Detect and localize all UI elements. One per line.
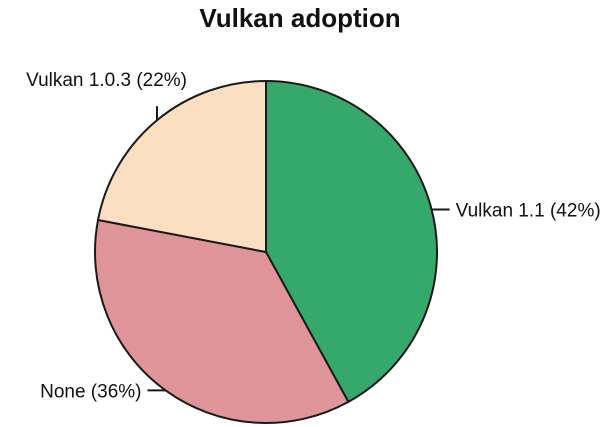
slice-label-vulkan-1-0-3: Vulkan 1.0.3 (22%) [26,70,187,91]
pie-slice-vulkan-1-0-3 [96,79,267,254]
chart-title: Vulkan adoption [199,3,400,33]
pie-slices [94,79,439,425]
slice-labels: Vulkan 1.1 (42%) None (36%) Vulkan 1.0.3 (… [26,70,600,402]
slice-label-none: None (36%) [40,381,141,402]
pie-slice-none [94,218,350,425]
slice-label-vulkan-1-1: Vulkan 1.1 (42%) [456,200,600,221]
